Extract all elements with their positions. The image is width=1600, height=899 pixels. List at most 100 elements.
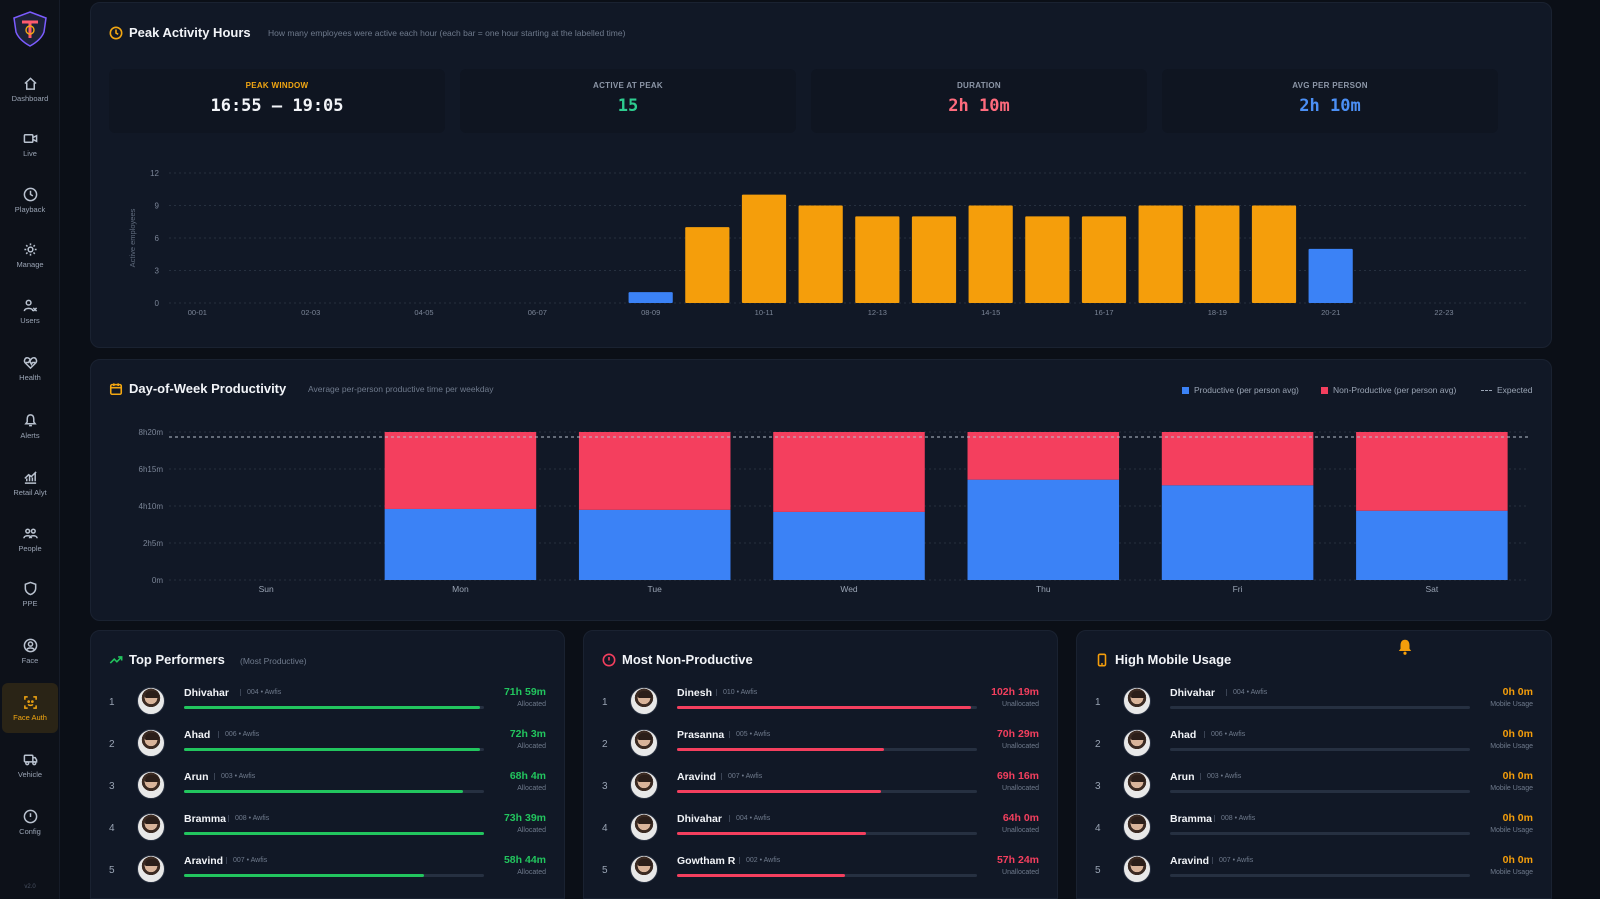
sidebar-item-config[interactable]: Config (2, 797, 58, 847)
sidebar-item-manage[interactable]: Manage (2, 230, 58, 280)
bar-hour-18[interactable] (1195, 205, 1240, 304)
sidebar-item-vehicle[interactable]: Vehicle (2, 740, 58, 790)
employee-name: Dhivahar (677, 813, 722, 825)
progress-track (184, 874, 484, 877)
bar-productive-tue[interactable] (578, 509, 731, 580)
sidebar-item-alerts[interactable]: Alerts (2, 401, 58, 451)
progress-track (677, 706, 977, 709)
bar-nonproductive-wed[interactable] (773, 432, 925, 512)
sidebar-item-dashboard[interactable]: Dashboard (2, 64, 58, 114)
legend-label-productive: Productive (per person avg) (1194, 385, 1299, 395)
bar-productive-fri[interactable] (1161, 485, 1314, 580)
users-icon (23, 299, 37, 312)
sidebar-item-live[interactable]: Live (2, 119, 58, 169)
peak-subtitle: How many employees were active each hour… (268, 28, 626, 38)
x-tick-label: 00-01 (188, 308, 207, 317)
rank: 2 (1095, 739, 1101, 750)
sidebar-item-users[interactable]: Users (2, 286, 58, 336)
bar-hour-15[interactable] (1025, 216, 1070, 303)
app-logo[interactable] (8, 10, 52, 50)
bar-hour-08[interactable] (628, 292, 673, 303)
y-tick-label: 9 (155, 202, 160, 211)
list-item[interactable]: 2 Ahad 006 • Awfis 0h 0m Mobile Usage (1077, 723, 1551, 765)
sidebar-item-playback[interactable]: Playback (2, 175, 58, 225)
list-item[interactable]: 5 Aravind 007 • Awfis 58h 44m Allocated (91, 849, 564, 891)
y-tick-label: 2h5m (143, 539, 163, 548)
duration-value: 102h 19m (991, 686, 1039, 698)
duration-value: 70h 29m (996, 728, 1039, 740)
x-tick-label: 06-07 (528, 308, 547, 317)
bar-hour-17[interactable] (1138, 205, 1183, 304)
list-item[interactable]: 1 Dhivahar 004 • Awfis 71h 59m Allocated (91, 681, 564, 723)
progress-track (184, 790, 484, 793)
peak-activity-card: Peak Activity Hours How many employees w… (90, 2, 1552, 348)
mobile-usage-card: High Mobile Usage 1 Dhivahar 004 • Awfis 0h… (1076, 630, 1552, 899)
list-item[interactable]: 3 Arun 003 • Awfis 0h 0m Mobile Usage (1077, 765, 1551, 807)
list-item[interactable]: 1 Dhivahar 004 • Awfis 0h 0m Mobile Usage (1077, 681, 1551, 723)
bar-nonproductive-thu[interactable] (967, 432, 1120, 480)
legend-nonproductive[interactable]: Non-Productive (per person avg) (1321, 385, 1456, 395)
phone-icon (1097, 653, 1107, 666)
bar-hour-20[interactable] (1308, 248, 1353, 303)
bar-nonproductive-mon[interactable] (384, 432, 537, 509)
duration-value: 64h 0m (1002, 812, 1039, 824)
sidebar-item-people[interactable]: People (2, 514, 58, 564)
bar-nonproductive-fri[interactable] (1161, 432, 1314, 486)
bar-hour-11[interactable] (798, 205, 843, 304)
sidebar-item-face-auth[interactable]: Face Auth (2, 683, 58, 733)
employee-meta: 010 • Awfis (716, 689, 757, 696)
bar-productive-thu[interactable] (967, 479, 1120, 580)
stat-label: DURATION (956, 81, 1002, 90)
list-item[interactable]: 4 Bramma 008 • Awfis 0h 0m Mobile Usage (1077, 807, 1551, 849)
bar-productive-sat[interactable] (1356, 510, 1508, 580)
list-item[interactable]: 1 Dinesh 010 • Awfis 102h 19m Unallocated (584, 681, 1057, 723)
sidebar-item-label: Health (19, 372, 41, 382)
sidebar-item-label: Dashboard (11, 93, 49, 103)
list-item[interactable]: 5 Aravind 007 • Awfis 0h 0m Mobile Usage (1077, 849, 1551, 891)
progress-fill (677, 832, 866, 835)
sidebar-item-health[interactable]: Health (2, 343, 58, 393)
x-tick-label: Sun (259, 584, 274, 594)
x-tick-label: Fri (1233, 584, 1243, 594)
y-tick-label: 0 (155, 299, 160, 308)
bar-productive-wed[interactable] (773, 511, 925, 580)
x-tick-label: Thu (1036, 584, 1051, 594)
stat-value: 2h 10m (1299, 96, 1361, 116)
avatar (630, 771, 658, 799)
bar-hour-14[interactable] (968, 205, 1013, 304)
peak-activity-chart: 0 3 6 9 12 Active employees 00-01 02-03 04-05 06-… (128, 169, 1529, 317)
list-item[interactable]: 3 Arun 003 • Awfis 68h 4m Allocated (91, 765, 564, 807)
progress-fill (184, 748, 480, 751)
notification-bell-icon[interactable] (1396, 638, 1414, 656)
bar-nonproductive-sat[interactable] (1356, 432, 1508, 511)
bar-hour-19[interactable] (1251, 205, 1297, 304)
x-tick-label: 14-15 (981, 308, 1000, 317)
legend-productive[interactable]: Productive (per person avg) (1182, 385, 1299, 395)
bar-hour-16[interactable] (1081, 216, 1127, 303)
list-item[interactable]: 2 Prasanna 005 • Awfis 70h 29m Unallocated (584, 723, 1057, 765)
bar-productive-mon[interactable] (384, 508, 537, 580)
sidebar-item-retail-alyt[interactable]: Retail Alyt (2, 458, 58, 508)
list-item[interactable]: 4 Bramma 008 • Awfis 73h 39m Allocated (91, 807, 564, 849)
progress-track (1170, 790, 1470, 793)
employee-meta: 003 • Awfis (1200, 773, 1241, 780)
rank: 4 (1095, 823, 1101, 834)
bar-nonproductive-tue[interactable] (578, 432, 731, 510)
sidebar-item-face[interactable]: Face (2, 626, 58, 676)
stat-duration: DURATION 2h 10m (811, 69, 1147, 133)
bar-hour-13[interactable] (911, 216, 957, 303)
bar-hour-12[interactable] (855, 216, 900, 303)
avatar (1123, 771, 1151, 799)
dow-title: Day-of-Week Productivity (129, 381, 287, 396)
list-item[interactable]: 3 Aravind 007 • Awfis 69h 16m Unallocated (584, 765, 1057, 807)
sidebar-item-label: Playback (14, 204, 46, 214)
bar-hour-10[interactable] (741, 194, 787, 303)
list-item[interactable]: 2 Ahad 006 • Awfis 72h 3m Allocated (91, 723, 564, 765)
list-item[interactable]: 4 Dhivahar 004 • Awfis 64h 0m Unallocated (584, 807, 1057, 849)
sidebar-item-ppe[interactable]: PPE (2, 569, 58, 619)
sidebar-item-label: Face (21, 655, 39, 665)
x-tick-label: 08-09 (641, 308, 660, 317)
list-item[interactable]: 5 Gowtham R 002 • Awfis 57h 24m Unallocated (584, 849, 1057, 891)
legend-expected[interactable]: Expected (1481, 385, 1532, 395)
bar-hour-09[interactable] (685, 227, 730, 303)
